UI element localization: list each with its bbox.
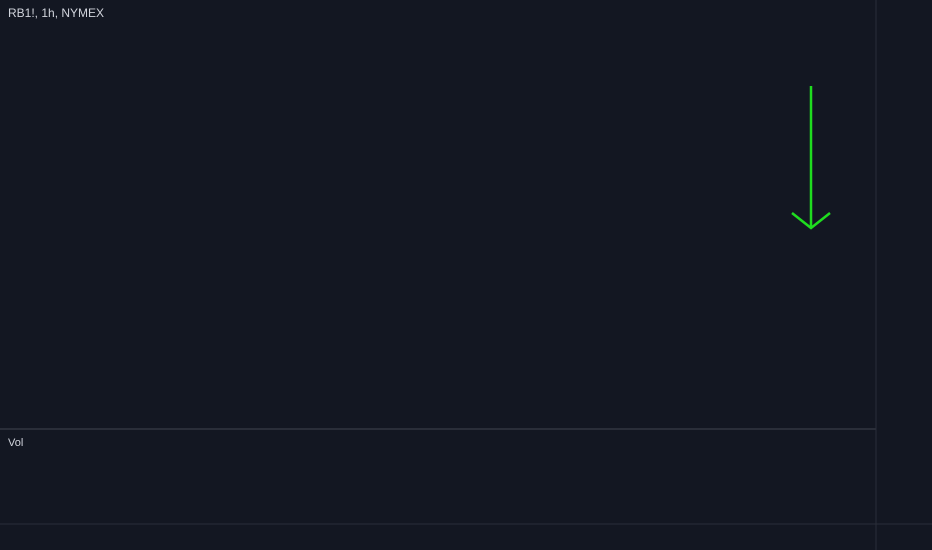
down-arrow	[791, 86, 831, 230]
volume-label: Vol	[8, 437, 23, 449]
chart-title: RB1!, 1h, NYMEX	[8, 6, 104, 20]
